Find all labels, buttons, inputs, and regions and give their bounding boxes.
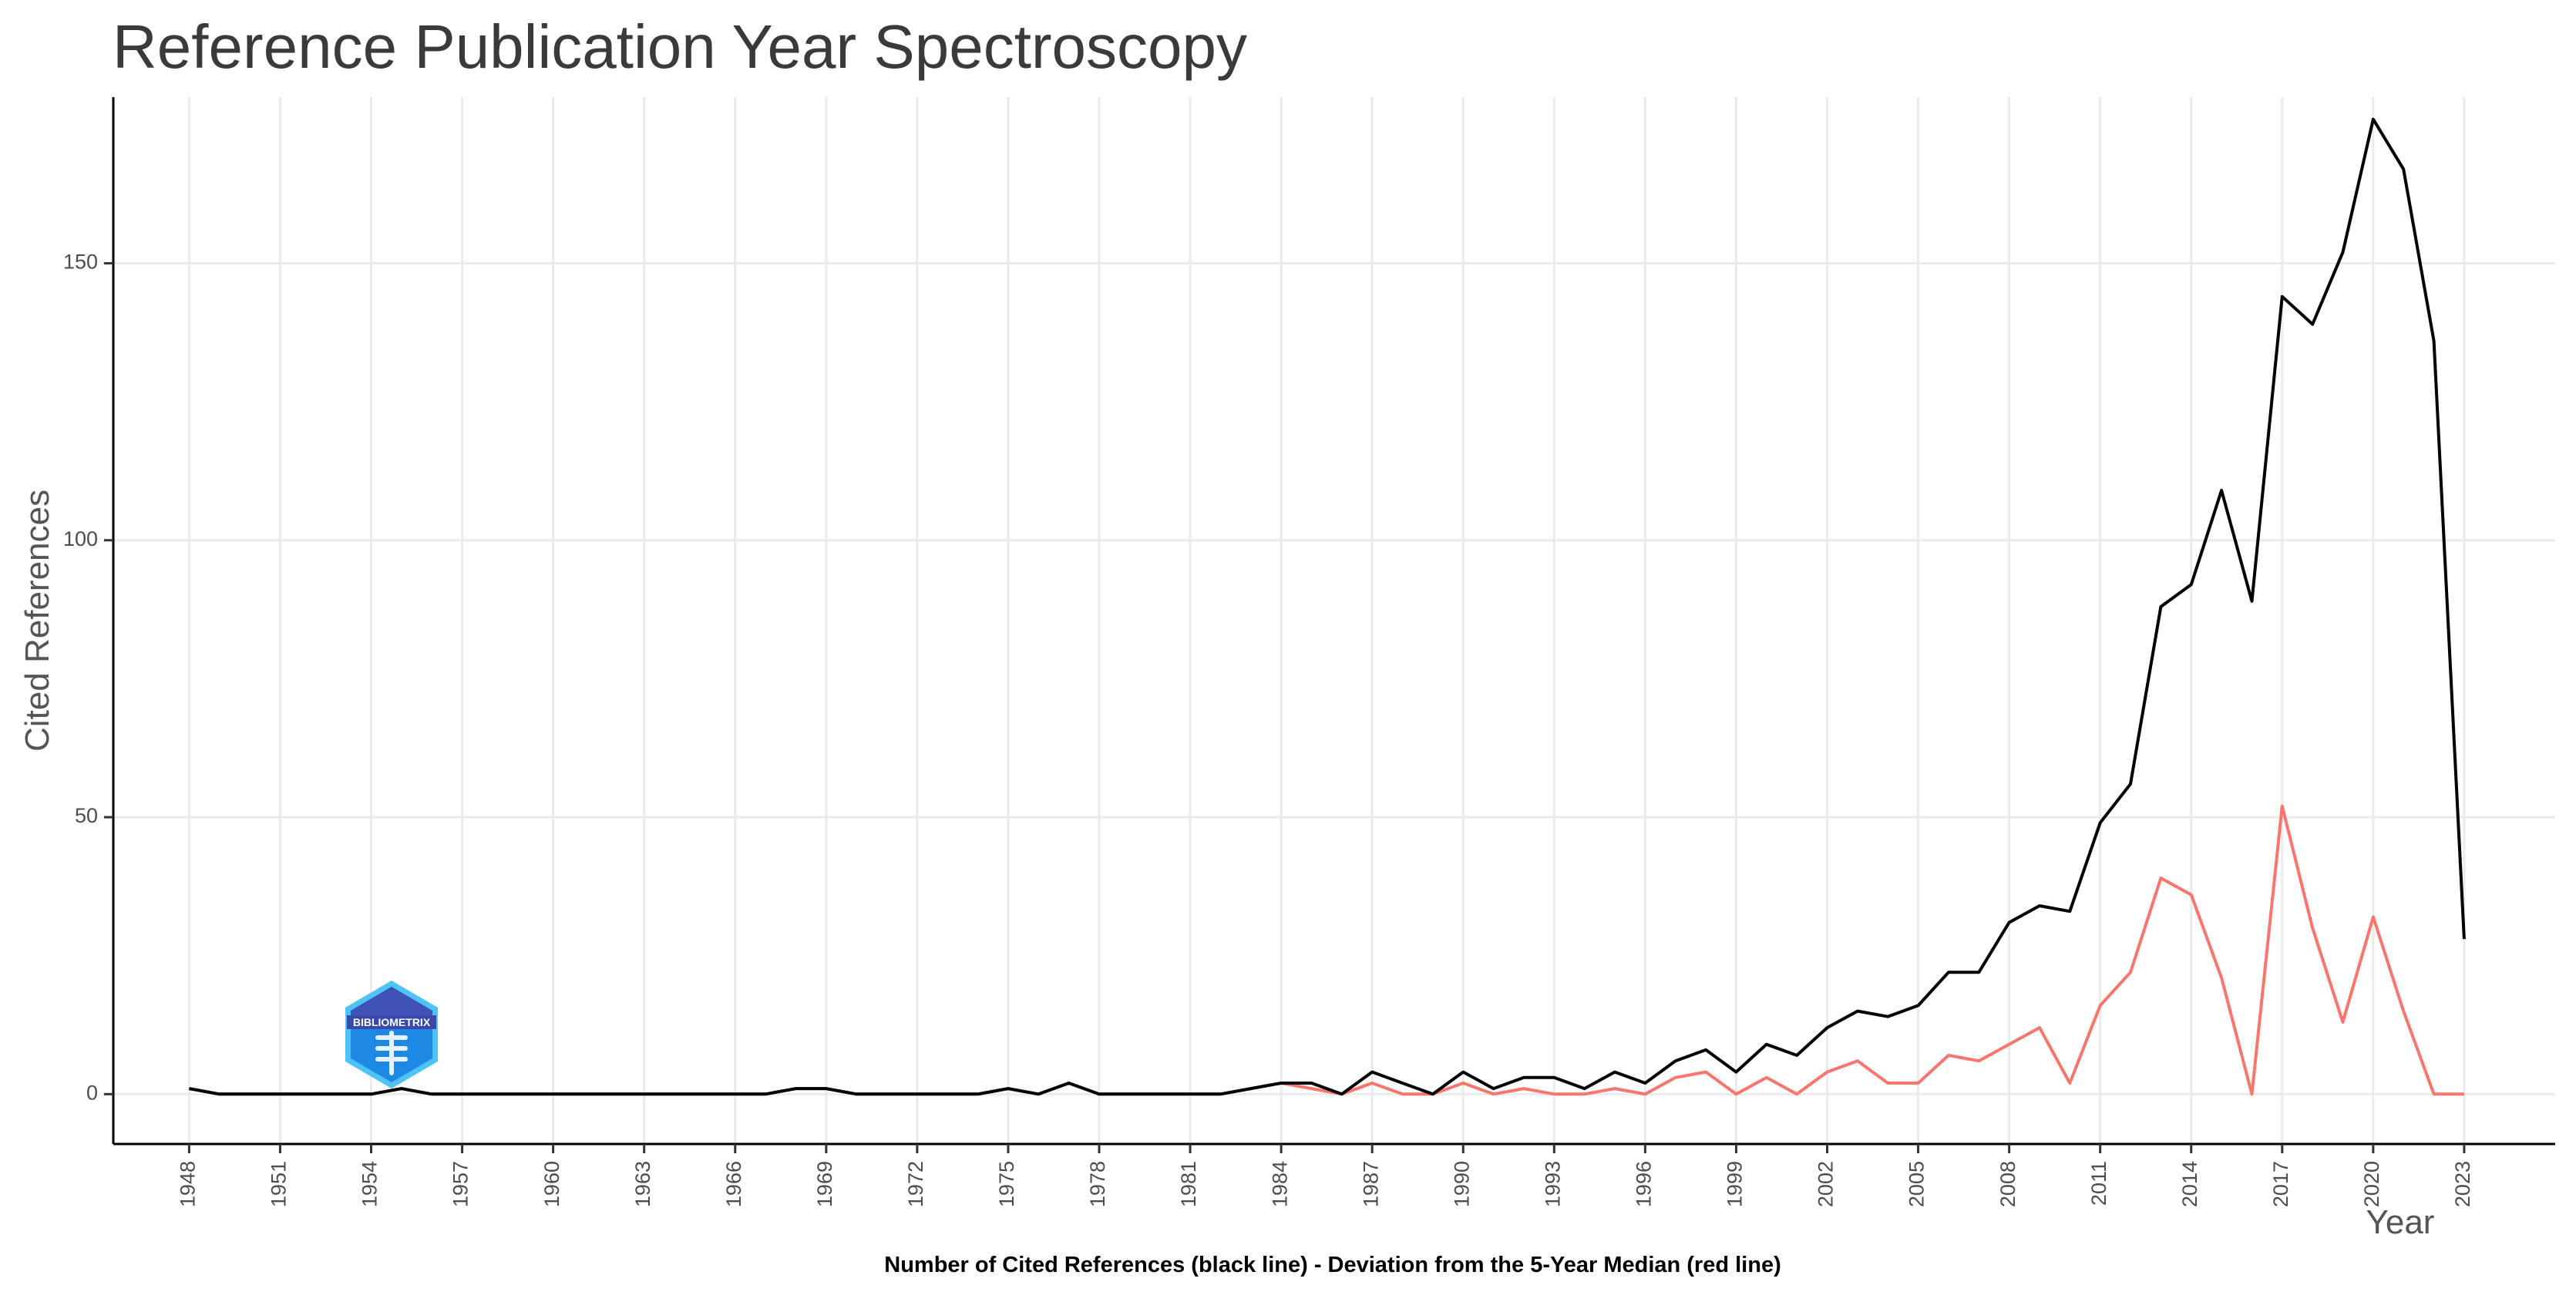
x-tick-label: 1954 [358, 1161, 382, 1207]
x-tick-label: 1948 [177, 1161, 200, 1207]
x-tick-label: 1957 [449, 1161, 472, 1207]
logo-banner [347, 1015, 436, 1029]
x-tick-label: 1990 [1450, 1161, 1473, 1207]
x-tick-label: 1978 [1086, 1161, 1109, 1207]
y-tick-label: 50 [75, 804, 98, 827]
x-tick-label: 2014 [2178, 1161, 2201, 1207]
x-tick-label: 1963 [631, 1161, 654, 1207]
x-tick-label: 2011 [2087, 1161, 2110, 1206]
x-tick-label: 1960 [540, 1161, 563, 1207]
x-tick-label: 2008 [1996, 1161, 2019, 1207]
logo-glyph [375, 1031, 408, 1075]
x-tick-label: 2002 [1814, 1161, 1838, 1207]
chart-title: Reference Publication Year Spectroscopy [113, 12, 1247, 81]
x-tick-label: 2005 [1905, 1161, 1929, 1207]
x-axis-ticks: 1948 1951 1954 1957 1960 1963 1966 1969 1972 1975… [177, 1144, 2474, 1207]
cited-references-line [189, 117, 2466, 1096]
x-tick-label: 1987 [1359, 1161, 1382, 1207]
x-tick-label: 1951 [267, 1161, 291, 1207]
x-tick-label: 2020 [2360, 1161, 2383, 1207]
x-axis-title: Year [2366, 1203, 2435, 1241]
x-tick-label: 1966 [722, 1161, 745, 1207]
x-tick-label: 1984 [1268, 1161, 1291, 1207]
x-tick-label: 1975 [995, 1161, 1018, 1207]
x-tick-label: 1996 [1633, 1161, 1656, 1207]
x-tick-label: 2023 [2451, 1161, 2474, 1207]
y-tick-label: 100 [63, 527, 98, 550]
x-tick-label: 1993 [1541, 1161, 1564, 1207]
chart-caption: Number of Cited References (black line) … [884, 1253, 1781, 1277]
x-tick-label: 1981 [1177, 1161, 1200, 1207]
x-tick-label: 1972 [904, 1161, 927, 1207]
series-lines [189, 117, 2466, 1096]
y-axis-ticks: 0 50 100 150 [63, 251, 113, 1104]
bibliometrix-logo: BIBLIOMETRIX [345, 981, 438, 1088]
x-tick-label: 1999 [1723, 1161, 1747, 1207]
x-tick-label: 1969 [813, 1161, 836, 1207]
y-tick-label: 150 [63, 251, 98, 274]
x-tick-label: 2017 [2269, 1161, 2292, 1207]
y-axis-title: Cited References [18, 490, 56, 752]
y-tick-label: 0 [86, 1081, 98, 1104]
logo-label: BIBLIOMETRIX [353, 1016, 431, 1028]
